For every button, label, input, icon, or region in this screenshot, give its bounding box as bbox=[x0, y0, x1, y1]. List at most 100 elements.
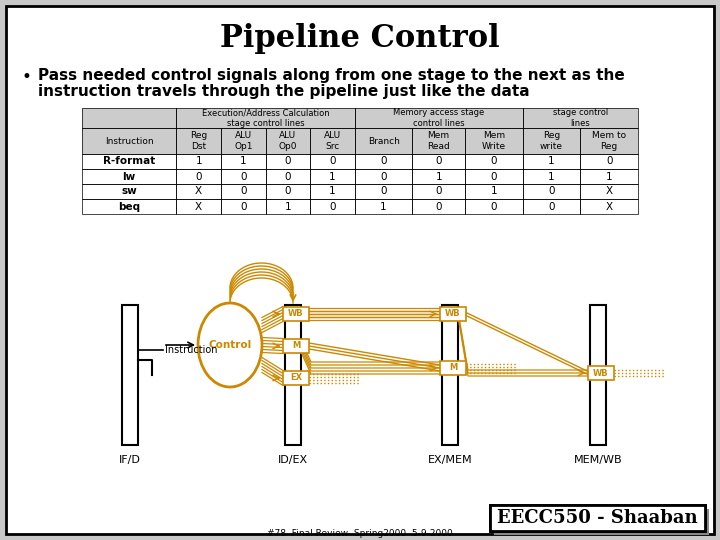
Text: 1: 1 bbox=[240, 157, 247, 166]
Bar bbox=[523, 199, 580, 214]
Bar bbox=[221, 169, 266, 184]
Bar bbox=[176, 199, 221, 214]
Bar bbox=[355, 128, 413, 154]
Bar bbox=[588, 366, 614, 380]
Bar bbox=[82, 199, 176, 214]
Bar bbox=[465, 128, 523, 154]
Text: 1: 1 bbox=[606, 172, 613, 181]
Bar bbox=[283, 307, 309, 321]
Bar bbox=[580, 169, 638, 184]
Bar bbox=[176, 128, 221, 154]
Bar bbox=[590, 305, 606, 445]
Bar bbox=[413, 184, 465, 199]
Text: 0: 0 bbox=[606, 157, 613, 166]
Bar bbox=[176, 169, 221, 184]
Text: 0: 0 bbox=[490, 157, 497, 166]
Bar bbox=[122, 305, 138, 445]
Text: Branch: Branch bbox=[368, 137, 400, 145]
Bar bbox=[355, 108, 523, 128]
Text: 0: 0 bbox=[195, 172, 202, 181]
Bar bbox=[176, 199, 221, 214]
Text: 0: 0 bbox=[329, 201, 336, 212]
Ellipse shape bbox=[198, 303, 262, 387]
Bar bbox=[580, 128, 638, 154]
Bar bbox=[82, 184, 176, 199]
Bar bbox=[176, 184, 221, 199]
Text: 1: 1 bbox=[329, 172, 336, 181]
Bar bbox=[355, 169, 413, 184]
Bar bbox=[413, 184, 465, 199]
Bar bbox=[221, 199, 266, 214]
Bar bbox=[465, 199, 523, 214]
Bar bbox=[355, 108, 523, 128]
Text: 0: 0 bbox=[436, 186, 442, 197]
Bar bbox=[413, 154, 465, 169]
Bar bbox=[176, 108, 355, 128]
Text: 1: 1 bbox=[380, 201, 387, 212]
Bar bbox=[442, 305, 458, 445]
Bar bbox=[580, 169, 638, 184]
Text: Mem
Write: Mem Write bbox=[482, 131, 506, 151]
Bar bbox=[285, 305, 301, 445]
Text: Reg
Dst: Reg Dst bbox=[190, 131, 207, 151]
Text: M: M bbox=[449, 363, 457, 373]
Bar bbox=[465, 169, 523, 184]
Bar bbox=[440, 307, 466, 321]
Text: X: X bbox=[195, 186, 202, 197]
Text: instruction travels through the pipeline just like the data: instruction travels through the pipeline… bbox=[38, 84, 530, 99]
Bar bbox=[310, 199, 355, 214]
Bar bbox=[465, 154, 523, 169]
Text: 1: 1 bbox=[436, 172, 442, 181]
Bar bbox=[355, 169, 413, 184]
Bar bbox=[310, 184, 355, 199]
Text: 0: 0 bbox=[284, 186, 291, 197]
Bar bbox=[82, 128, 176, 154]
Bar bbox=[413, 169, 465, 184]
Text: 0: 0 bbox=[436, 201, 442, 212]
Bar bbox=[465, 154, 523, 169]
Text: EX/MEM: EX/MEM bbox=[428, 455, 472, 465]
Bar bbox=[176, 154, 221, 169]
Text: Mem
Read: Mem Read bbox=[427, 131, 450, 151]
Bar bbox=[355, 184, 413, 199]
Bar bbox=[580, 199, 638, 214]
Text: 0: 0 bbox=[329, 157, 336, 166]
Bar bbox=[82, 199, 176, 214]
Bar bbox=[413, 169, 465, 184]
Text: 0: 0 bbox=[240, 201, 246, 212]
Bar bbox=[221, 154, 266, 169]
Text: beq: beq bbox=[118, 201, 140, 212]
Text: #78  Final Review  Spring2000  5-9-2000: #78 Final Review Spring2000 5-9-2000 bbox=[267, 530, 453, 538]
Bar bbox=[310, 199, 355, 214]
Bar bbox=[266, 184, 310, 199]
Text: 0: 0 bbox=[380, 186, 387, 197]
Text: Mem to
Reg: Mem to Reg bbox=[592, 131, 626, 151]
Bar bbox=[283, 339, 309, 353]
Bar bbox=[355, 184, 413, 199]
Bar bbox=[413, 199, 465, 214]
Text: Control: Control bbox=[208, 340, 251, 350]
Text: WB: WB bbox=[593, 368, 609, 377]
Text: 1: 1 bbox=[490, 186, 497, 197]
Text: EECC550 - Shaaban: EECC550 - Shaaban bbox=[497, 509, 697, 527]
Bar bbox=[310, 169, 355, 184]
Bar bbox=[580, 184, 638, 199]
Bar bbox=[465, 199, 523, 214]
Bar bbox=[523, 184, 580, 199]
Text: 0: 0 bbox=[436, 157, 442, 166]
Bar bbox=[523, 108, 638, 128]
Text: Instruction: Instruction bbox=[105, 137, 153, 145]
Bar bbox=[523, 169, 580, 184]
Bar bbox=[310, 154, 355, 169]
Bar bbox=[221, 128, 266, 154]
Text: WB: WB bbox=[288, 309, 304, 319]
Text: 0: 0 bbox=[284, 172, 291, 181]
Text: 0: 0 bbox=[548, 201, 554, 212]
Text: 1: 1 bbox=[548, 172, 555, 181]
Bar bbox=[82, 108, 638, 128]
Bar bbox=[221, 184, 266, 199]
Bar bbox=[523, 128, 580, 154]
Bar bbox=[580, 154, 638, 169]
Bar bbox=[355, 128, 413, 154]
Bar bbox=[310, 169, 355, 184]
